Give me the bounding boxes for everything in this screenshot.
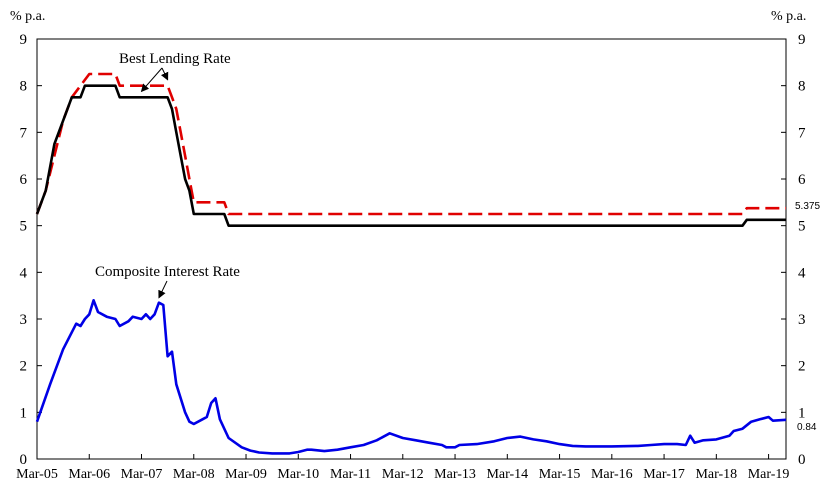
y-tick-label-right: 0 (798, 452, 806, 468)
series-line-red-dashed (35, 72, 786, 216)
annotation-composite-interest-rate: Composite Interest Rate (95, 264, 240, 280)
y-tick-label-right: 1 (798, 405, 806, 421)
left-axis-unit: % p.a. (10, 9, 45, 24)
end-value-label-blue: 0.84 (797, 422, 817, 433)
end-value-label-red: 5.375 (795, 201, 820, 212)
y-tick-label-left: 9 (20, 32, 28, 48)
x-tick-label: Mar-16 (591, 467, 633, 482)
y-tick-label-right: 4 (798, 265, 806, 281)
x-tick-label: Mar-18 (695, 467, 737, 482)
y-tick-label-right: 6 (798, 172, 806, 188)
x-tick-label: Mar-14 (486, 467, 528, 482)
y-tick-label-right: 5 (798, 219, 806, 235)
x-tick-label: Mar-07 (121, 467, 163, 482)
y-tick-label-right: 8 (798, 79, 806, 95)
y-tick-label-left: 0 (20, 452, 28, 468)
x-tick-label: Mar-19 (748, 467, 790, 482)
arrow-composite-interest-rate (158, 280, 168, 299)
x-tick-label: Mar-06 (68, 467, 110, 482)
x-tick-label: Mar-08 (173, 467, 215, 482)
annotation-best-lending-rate: Best Lending Rate (119, 51, 231, 67)
plot-frame (36, 38, 787, 460)
y-tick-label-left: 1 (20, 405, 28, 421)
y-tick-label-left: 3 (20, 312, 28, 328)
axes: 0 0 1 1 2 2 3 3 4 4 5 5 6 6 7 7 8 8 9 9 Mar-05 Mar-06 Mar-07 Ma… (16, 32, 806, 482)
arrow-best-lending-rate (160, 67, 169, 81)
y-tick-label-left: 4 (20, 265, 28, 281)
x-tick-label: Mar-10 (277, 467, 319, 482)
y-tick-label-left: 6 (20, 172, 28, 188)
y-tick-label-right: 2 (798, 359, 806, 375)
series-line-black (35, 84, 786, 227)
arrow-best-lending-rate (140, 67, 163, 93)
series-line-blue (35, 298, 787, 455)
y-tick-label-right: 9 (798, 32, 806, 48)
x-tick-label: Mar-11 (330, 467, 371, 482)
y-tick-label-left: 8 (20, 79, 28, 95)
x-tick-label: Mar-09 (225, 467, 267, 482)
series-layer (35, 72, 787, 455)
x-tick-label: Mar-13 (434, 467, 476, 482)
x-tick-label: Mar-12 (382, 467, 424, 482)
right-axis-unit: % p.a. (771, 9, 806, 24)
y-tick-label-right: 7 (798, 125, 806, 141)
x-tick-label: Mar-17 (643, 467, 685, 482)
x-tick-label: Mar-15 (539, 467, 581, 482)
y-tick-label-left: 5 (20, 219, 28, 235)
x-tick-label: Mar-05 (16, 467, 58, 482)
y-tick-label-left: 2 (20, 359, 28, 375)
y-tick-label-left: 7 (20, 125, 28, 141)
annotation-layer: Best Lending Rate Composite Interest Rat… (95, 51, 820, 433)
y-tick-label-right: 3 (798, 312, 806, 328)
